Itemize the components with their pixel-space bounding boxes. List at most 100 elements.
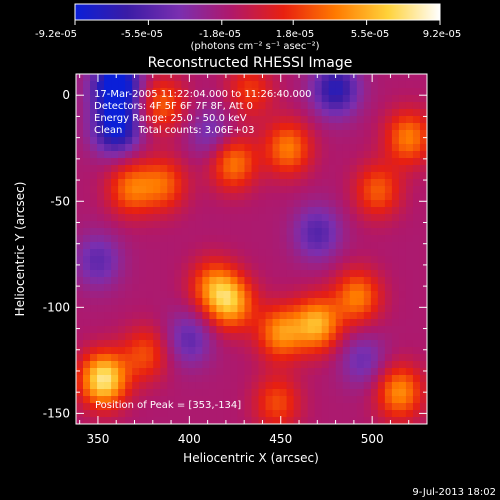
heatmap-cell <box>286 137 295 145</box>
heatmap-cell <box>132 284 140 292</box>
heatmap-cell <box>391 368 400 376</box>
heatmap-cell <box>342 158 351 166</box>
heatmap-cell <box>272 312 281 320</box>
heatmap-cell <box>391 200 400 208</box>
heatmap-cell <box>377 333 386 341</box>
heatmap-cell <box>167 298 175 306</box>
heatmap-cell <box>265 312 274 320</box>
heatmap-cell <box>251 214 260 222</box>
heatmap-cell <box>342 109 351 117</box>
heatmap-cell <box>356 270 365 278</box>
heatmap-cell <box>335 284 344 292</box>
heatmap-cell <box>370 375 379 383</box>
heatmap-cell <box>188 382 196 390</box>
heatmap-cell <box>342 228 351 236</box>
heatmap-cell <box>300 340 309 348</box>
heatmap-cell <box>349 81 358 89</box>
heatmap-cell <box>90 319 98 327</box>
heatmap-cell <box>202 298 210 306</box>
heatmap-cell <box>111 368 119 376</box>
heatmap-cell <box>244 389 253 397</box>
heatmap-cell <box>195 417 203 424</box>
heatmap-cell <box>188 214 196 222</box>
heatmap-cell <box>293 396 302 404</box>
heatmap-cell <box>349 214 358 222</box>
heatmap-cell <box>258 403 267 411</box>
heatmap-cell <box>202 277 210 285</box>
heatmap-cell <box>216 389 225 397</box>
heatmap-cell <box>153 319 161 327</box>
heatmap-cell <box>76 389 84 397</box>
heatmap-cell <box>391 235 400 243</box>
heatmap-cell <box>195 95 203 103</box>
heatmap-cell <box>412 123 421 131</box>
heatmap-cell <box>370 221 379 229</box>
heatmap-cell <box>160 249 168 257</box>
heatmap-cell <box>97 333 105 341</box>
heatmap-cell <box>111 417 119 424</box>
heatmap-cell <box>223 95 232 103</box>
heatmap-cell <box>363 242 372 250</box>
heatmap-cell <box>146 193 154 201</box>
heatmap-cell <box>167 193 175 201</box>
heatmap-cell <box>118 284 126 292</box>
heatmap-cell <box>342 95 351 103</box>
heatmap-cell <box>342 256 351 264</box>
heatmap-cell <box>195 298 203 306</box>
heatmap-cell <box>244 333 253 341</box>
heatmap-cell <box>230 228 239 236</box>
heatmap-cell <box>377 263 386 271</box>
heatmap-cell <box>160 151 168 159</box>
heatmap-cell <box>146 165 154 173</box>
heatmap-cell <box>286 270 295 278</box>
heatmap-cell <box>321 270 330 278</box>
heatmap-cell <box>237 137 246 145</box>
heatmap-cell <box>209 151 217 159</box>
heatmap-cell <box>160 389 168 397</box>
heatmap-cell <box>356 235 365 243</box>
heatmap-cell <box>132 88 140 96</box>
heatmap-cell <box>202 179 210 187</box>
heatmap-cell <box>279 179 288 187</box>
heatmap-cell <box>195 403 203 411</box>
heatmap-cell <box>307 95 316 103</box>
heatmap-cell <box>342 389 351 397</box>
heatmap-cell <box>363 81 372 89</box>
heatmap-cell <box>370 298 379 306</box>
heatmap-cell <box>160 228 168 236</box>
heatmap-cell <box>314 361 323 369</box>
heatmap-cell <box>391 179 400 187</box>
heatmap-cell <box>104 277 112 285</box>
heatmap-cell <box>118 95 126 103</box>
heatmap-cell <box>223 403 232 411</box>
heatmap-cell <box>335 151 344 159</box>
heatmap-cell <box>174 235 182 243</box>
heatmap-cell <box>405 130 414 138</box>
heatmap-cell <box>188 368 196 376</box>
heatmap-cell <box>286 116 295 124</box>
heatmap-cell <box>363 144 372 152</box>
heatmap-cell <box>258 207 267 215</box>
heatmap-cell <box>118 333 126 341</box>
heatmap-cell <box>209 88 217 96</box>
heatmap-cell <box>272 354 281 362</box>
heatmap-cell <box>237 298 246 306</box>
heatmap-cell <box>188 130 196 138</box>
heatmap-cell <box>349 319 358 327</box>
heatmap-cell <box>83 368 91 376</box>
heatmap-cell <box>300 158 309 166</box>
heatmap-cell <box>272 403 281 411</box>
heatmap-cell <box>384 165 393 173</box>
heatmap-cell <box>209 109 217 117</box>
heatmap-cell <box>244 249 253 257</box>
heatmap-cell <box>251 270 260 278</box>
heatmap-cell <box>419 256 427 264</box>
heatmap-cell <box>202 186 210 194</box>
heatmap-cell <box>391 263 400 271</box>
heatmap-cell <box>300 123 309 131</box>
heatmap-cell <box>349 284 358 292</box>
heatmap-cell <box>223 186 232 194</box>
heatmap-cell <box>272 102 281 110</box>
heatmap-cell <box>111 228 119 236</box>
heatmap-cell <box>377 172 386 180</box>
